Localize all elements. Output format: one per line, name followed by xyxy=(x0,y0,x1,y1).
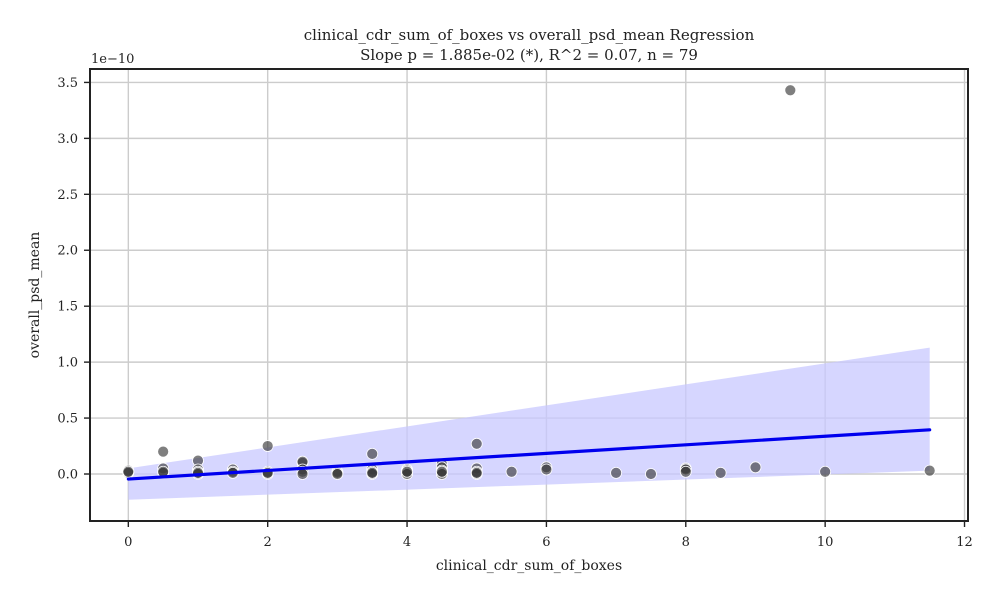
y-axis-offset-label: 1e−10 xyxy=(91,52,134,67)
y-tick-label: 2.0 xyxy=(57,244,78,259)
data-point xyxy=(470,466,483,479)
data-point xyxy=(749,461,762,474)
y-tick-label: 0.5 xyxy=(57,412,78,427)
y-tick-label: 2.5 xyxy=(57,188,78,203)
data-point xyxy=(679,465,692,478)
y-tick-label: 1.0 xyxy=(57,356,78,371)
x-tick-label: 2 xyxy=(264,535,272,550)
data-point xyxy=(645,468,657,480)
data-point xyxy=(157,445,170,458)
x-tick-label: 6 xyxy=(542,535,550,550)
data-point xyxy=(505,465,518,478)
scatter-points xyxy=(122,84,936,480)
data-point xyxy=(331,468,344,480)
y-tick-label: 0.0 xyxy=(57,468,78,483)
data-point xyxy=(470,437,483,450)
regression-line-layer xyxy=(126,428,932,481)
y-tick-label: 3.0 xyxy=(57,132,78,147)
data-point xyxy=(401,465,413,478)
data-point xyxy=(192,466,204,479)
data-point xyxy=(923,464,936,477)
data-point xyxy=(122,465,135,478)
plot-frame xyxy=(89,68,969,522)
y-tick-label: 3.5 xyxy=(57,76,78,91)
confidence-band xyxy=(128,347,930,500)
data-point xyxy=(714,466,727,479)
data-point xyxy=(366,447,379,460)
data-point xyxy=(610,466,623,479)
chart-subtitle: Slope p = 1.885e-02 (*), R^2 = 0.07, n =… xyxy=(360,46,698,64)
data-point xyxy=(819,465,832,478)
data-point xyxy=(261,440,274,452)
x-tick-label: 0 xyxy=(124,535,132,550)
x-axis-label: clinical_cdr_sum_of_boxes xyxy=(436,558,622,574)
confidence-band-layer xyxy=(128,347,930,500)
data-point xyxy=(540,463,553,476)
regression-line xyxy=(126,428,932,481)
y-tick-label: 1.5 xyxy=(57,300,78,315)
y-axis-label: overall_psd_mean xyxy=(27,232,43,359)
data-point xyxy=(784,84,797,97)
x-tick-label: 10 xyxy=(817,535,834,550)
x-tick-label: 12 xyxy=(956,535,973,550)
x-tick-label: 4 xyxy=(403,535,411,550)
axes: 0 2 4 6 8 10 12 0.0 0.5 1.0 1.5 2.0 2.5 3.0 3.5 xyxy=(57,68,973,550)
x-tick-label: 8 xyxy=(682,535,690,550)
data-point xyxy=(366,466,379,479)
grid xyxy=(90,69,968,521)
chart-title: clinical_cdr_sum_of_boxes vs overall_psd… xyxy=(304,26,755,44)
data-point xyxy=(435,465,448,478)
